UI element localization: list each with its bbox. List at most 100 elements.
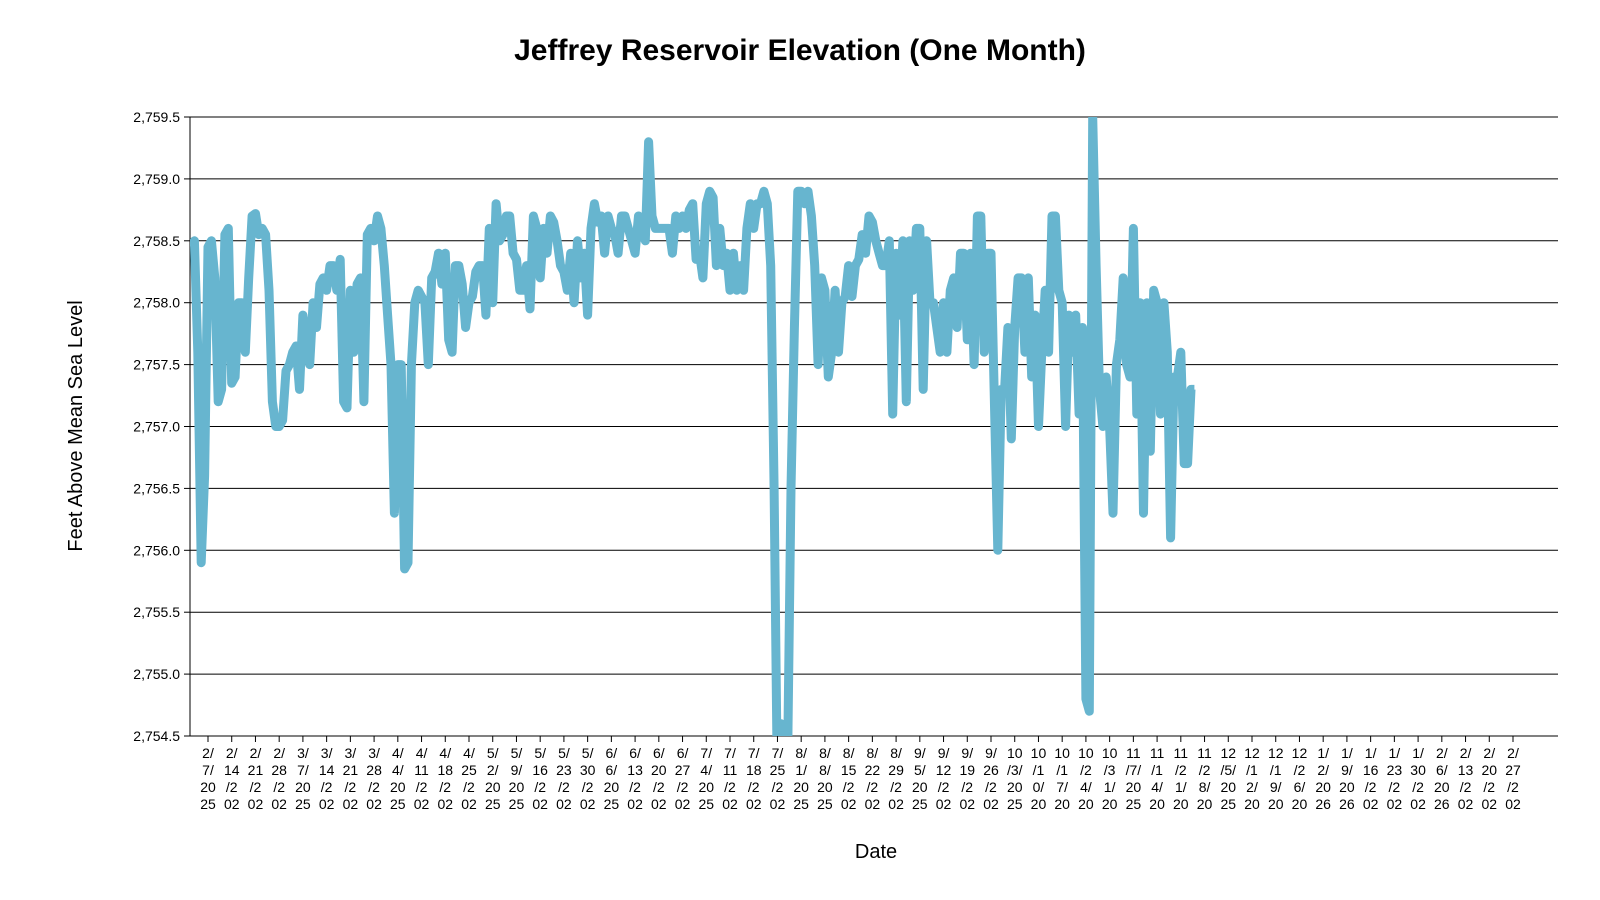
x-tick-label: 5/9/20 25	[509, 745, 525, 812]
x-tick-label-line: /7/	[1126, 762, 1142, 778]
x-tick-label-line: /2	[653, 779, 665, 795]
x-tick-label-line: 4/	[439, 745, 451, 761]
x-tick-label-line: 20	[1031, 796, 1047, 812]
x-tick-label-line: 20	[698, 779, 714, 795]
x-tick-label: 5/23/2 02	[556, 745, 572, 812]
x-tick-label-line: /2	[439, 779, 451, 795]
x-tick-label-line: /1	[1151, 762, 1163, 778]
x-tick-label-line: 02	[461, 796, 477, 812]
x-tick-label-line: 1/	[1341, 745, 1353, 761]
x-tick-label-line: 02	[437, 796, 453, 812]
x-tick-label-line: 8/	[890, 745, 902, 761]
x-tick-label: 3/21/2 02	[343, 745, 359, 812]
x-tick-label-line: 25	[912, 796, 928, 812]
x-tick-label-line: 20	[390, 779, 406, 795]
x-tick-label-line: 12	[1292, 745, 1308, 761]
x-tick-label-line: 02	[770, 796, 786, 812]
x-tick-label-line: 1/	[1104, 779, 1116, 795]
x-tick-label-line: 5/	[582, 745, 594, 761]
x-tick-label: 2/7/20 25	[200, 745, 216, 812]
x-tick-label: 3/28/2 02	[366, 745, 382, 812]
x-tick-label-line: 10	[1078, 745, 1094, 761]
x-tick-label-line: 7/	[297, 762, 309, 778]
x-tick-label-line: /2	[1389, 779, 1401, 795]
x-tick-label-line: 12	[936, 762, 952, 778]
x-tick-label: 12/1 2/20	[1244, 745, 1260, 812]
x-tick-label: 8/1/20 25	[793, 745, 809, 812]
x-tick-label-line: 25	[485, 796, 501, 812]
x-tick-label-line: 20	[509, 779, 525, 795]
x-tick-label-line: 11	[1150, 745, 1165, 761]
x-tick-label-line: 25	[770, 762, 786, 778]
x-tick-label-line: 02	[414, 796, 430, 812]
x-tick-label: 3/7/20 25	[295, 745, 311, 812]
x-tick-label-line: 02	[746, 796, 762, 812]
x-tick-label-line: /2	[1507, 779, 1519, 795]
x-tick-label-line: /1	[1246, 762, 1258, 778]
x-tick-label-line: 12	[1220, 745, 1236, 761]
x-tick-label-line: 10	[1054, 745, 1070, 761]
x-tick-label-line: 3/	[297, 745, 309, 761]
x-tick-label-line: /2	[772, 779, 784, 795]
x-tick-label-line: 20	[295, 779, 311, 795]
x-tick-label-line: 3/	[368, 745, 380, 761]
x-tick-label-line: 7/	[724, 745, 736, 761]
x-tick-label-line: /2	[416, 779, 428, 795]
x-tick-label-line: /2	[629, 779, 641, 795]
x-tick-label: 2/20/2 02	[1481, 745, 1497, 812]
x-tick-label-line: 9/	[985, 745, 997, 761]
x-tick-label-line: 20	[485, 779, 501, 795]
x-tick-label-line: 20	[1220, 779, 1236, 795]
x-tick-label-line: /3	[1104, 762, 1116, 778]
x-tick-label: 7/4/20 25	[698, 745, 714, 812]
x-tick-label-line: 02	[343, 796, 359, 812]
x-tick-label-line: /2	[345, 779, 357, 795]
x-tick-label-line: /2	[321, 779, 333, 795]
x-tick-label: 8/8/20 25	[817, 745, 833, 812]
x-tick-label: 12/5/20 25	[1220, 745, 1236, 812]
x-tick-label-line: 7/	[700, 745, 712, 761]
x-tick-label-line: 25	[817, 796, 833, 812]
x-tick-label-line: 6/	[677, 745, 689, 761]
x-tick-label: 1/16/2 02	[1363, 745, 1379, 812]
x-tick-label-line: /2	[463, 779, 475, 795]
x-tick-label: 5/2/20 25	[485, 745, 501, 812]
x-tick-label-line: 20	[651, 762, 667, 778]
x-tick-label-line: 25	[461, 762, 477, 778]
x-tick-label-line: 29	[888, 762, 904, 778]
x-tick-label-line: 20	[1268, 796, 1284, 812]
x-tick-label: 6/6/20 25	[604, 745, 620, 812]
x-tick-label: 5/30/2 02	[580, 745, 596, 812]
x-tick-label-line: 8/	[819, 762, 831, 778]
x-tick-label-line: 02	[722, 796, 738, 812]
x-tick-label: 12/2 6/20	[1292, 745, 1308, 812]
x-tick-label-line: 02	[865, 796, 881, 812]
x-tick-label-line: 02	[888, 796, 904, 812]
x-tick-label-line: 20	[200, 779, 216, 795]
y-tick-label: 2,755.5	[133, 604, 180, 620]
x-tick-label-line: 25	[295, 796, 311, 812]
x-tick-label-line: 23	[556, 762, 572, 778]
x-tick-label: 1/23/2 02	[1387, 745, 1403, 812]
x-tick-label-line: /1	[1270, 762, 1282, 778]
x-tick-label-line: 2/	[1483, 745, 1495, 761]
x-tick-label-line: /2	[843, 779, 855, 795]
y-tick-label: 2,759.0	[133, 171, 180, 187]
x-tick-label-line: /2	[1483, 779, 1495, 795]
x-tick-label-line: 5/	[558, 745, 570, 761]
x-tick-label-line: 10	[1007, 745, 1023, 761]
x-tick-label-line: 2/	[1460, 745, 1472, 761]
x-tick-label-line: 02	[1481, 796, 1497, 812]
x-tick-label-line: 02	[556, 796, 572, 812]
x-tick-label-line: 02	[1387, 796, 1403, 812]
x-tick-label: 11/1 4/20	[1149, 745, 1165, 812]
x-tick-label-line: 1/	[1317, 745, 1329, 761]
x-tick-label: 5/16/2 02	[532, 745, 548, 812]
x-tick-label-line: 4/	[463, 745, 475, 761]
x-tick-label: 1/30/2 02	[1410, 745, 1426, 812]
x-tick-label-line: 6/	[629, 745, 641, 761]
x-tick-label-line: 02	[959, 796, 975, 812]
x-tick-label-line: 20	[1197, 796, 1213, 812]
x-tick-label: 2/28/2 02	[271, 745, 287, 812]
x-tick-label-line: 2/	[250, 745, 262, 761]
